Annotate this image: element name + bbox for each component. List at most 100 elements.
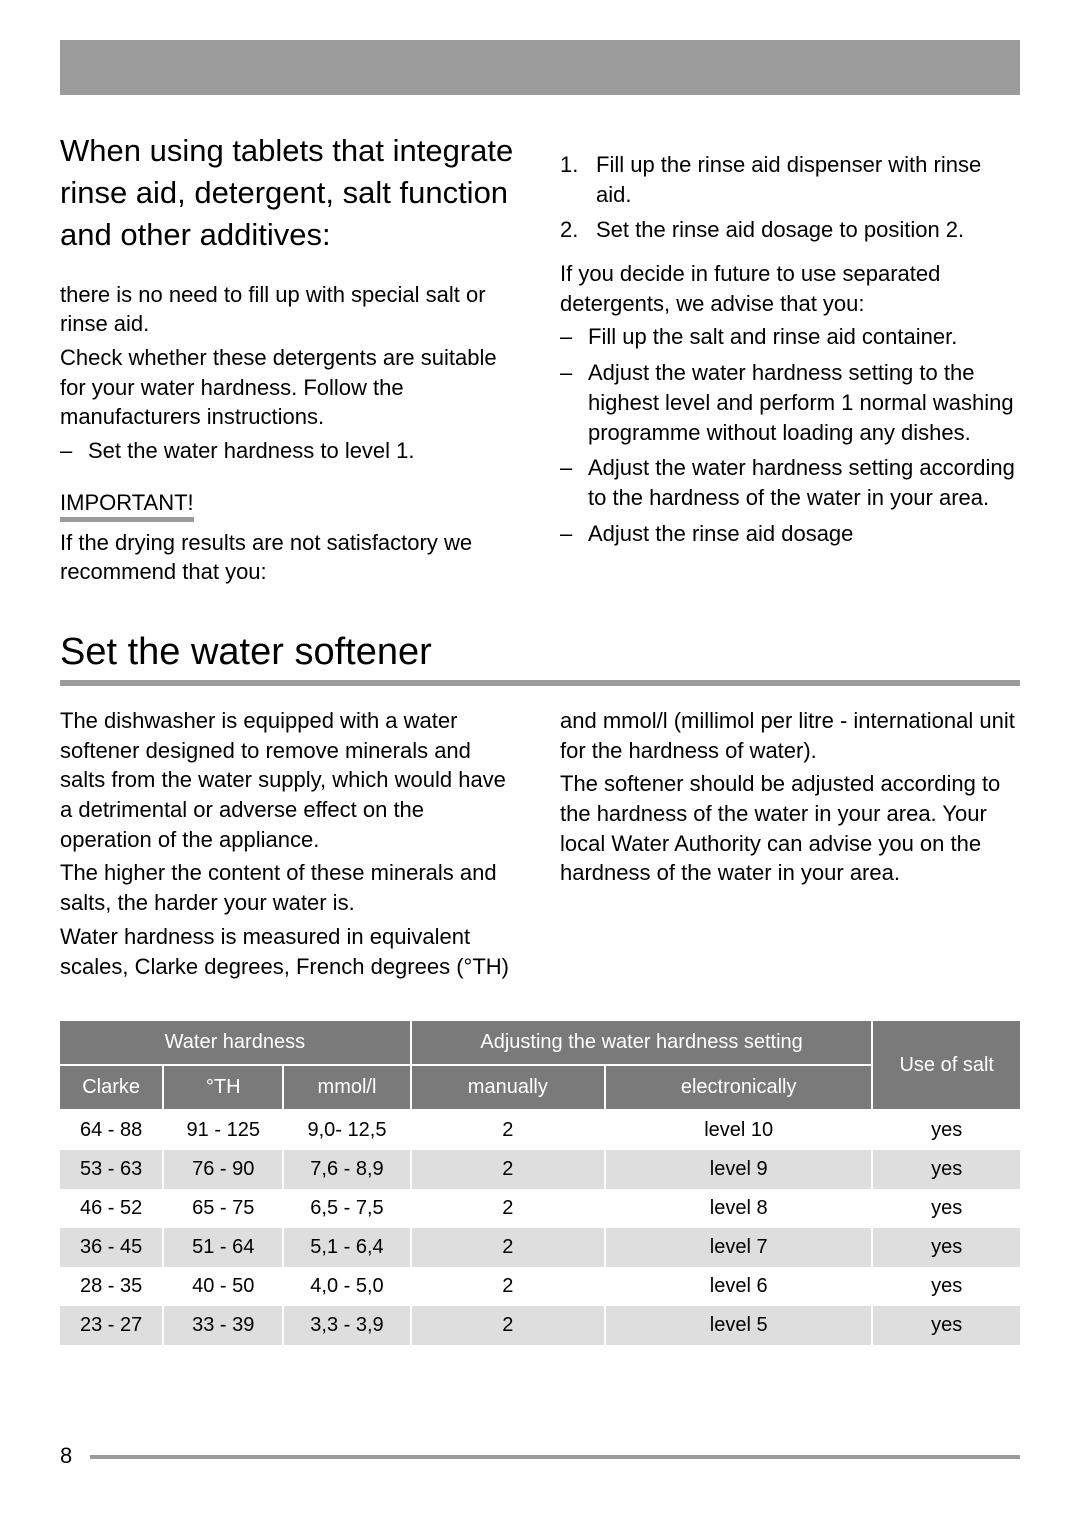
softener-columns: The dishwasher is equipped with a water … [60,706,1020,985]
table-cell: level 7 [605,1228,873,1267]
table-cell: level 6 [605,1267,873,1306]
list-text: Adjust the water hardness setting accord… [588,453,1020,512]
th-clarke: Clarke [60,1065,163,1110]
table-cell: yes [872,1228,1020,1267]
table-cell: level 8 [605,1189,873,1228]
section-tablets: When using tablets that integrate rinse … [60,130,1020,591]
table-row: 46 - 5265 - 756,5 - 7,52level 8yes [60,1189,1020,1228]
list-text: Adjust the water hardness setting to the… [588,358,1020,447]
table-cell: 2 [411,1110,605,1150]
table-cell: 40 - 50 [163,1267,283,1306]
th-group-adjust: Adjusting the water hardness setting [411,1021,873,1065]
table-cell: 2 [411,1228,605,1267]
important-label: IMPORTANT! [60,490,194,522]
table-cell: yes [872,1150,1020,1189]
table-cell: 2 [411,1150,605,1189]
table-cell: 36 - 45 [60,1228,163,1267]
th-manual: manually [411,1065,605,1110]
right-column: 1. Fill up the rinse aid dispenser with … [560,130,1020,591]
table-cell: yes [872,1306,1020,1345]
list-item: – Set the water hardness to level 1. [60,436,520,466]
table-cell: yes [872,1267,1020,1306]
paragraph: The softener should be adjusted accordin… [560,769,1020,888]
table-cell: 3,3 - 3,9 [283,1306,411,1345]
footer: 8 [60,1443,1020,1469]
table-cell: level 10 [605,1110,873,1150]
paragraph: The higher the content of these minerals… [60,858,520,917]
table-row: 36 - 4551 - 645,1 - 6,42level 7yes [60,1228,1020,1267]
table-cell: 9,0- 12,5 [283,1110,411,1150]
table-cell: 4,0 - 5,0 [283,1267,411,1306]
table-cell: 5,1 - 6,4 [283,1228,411,1267]
subheading-tablets: When using tablets that integrate rinse … [60,130,520,256]
right-column: and mmol/l (millimol per litre - interna… [560,706,1020,985]
table-cell: 6,5 - 7,5 [283,1189,411,1228]
list-item: 2. Set the rinse aid dosage to position … [560,215,1020,245]
list-number: 1. [560,150,582,209]
table-cell: 7,6 - 8,9 [283,1150,411,1189]
table-cell: 2 [411,1189,605,1228]
dash-icon: – [60,436,74,466]
list-text: Adjust the rinse aid dosage [588,519,853,549]
header-bar [60,40,1020,95]
table-cell: 2 [411,1267,605,1306]
heading-softener: Set the water softener [60,631,1020,674]
list-text: Set the water hardness to level 1. [88,436,415,466]
heading-underline [60,680,1020,686]
table-cell: yes [872,1189,1020,1228]
dash-list: – Set the water hardness to level 1. [60,436,520,466]
table-body: 64 - 8891 - 1259,0- 12,52level 10yes53 -… [60,1110,1020,1345]
table-row: 23 - 2733 - 393,3 - 3,92level 5yes [60,1306,1020,1345]
table-cell: 28 - 35 [60,1267,163,1306]
th-use-salt: Use of salt [872,1021,1020,1110]
dash-list: – Fill up the salt and rinse aid contain… [560,322,1020,548]
paragraph: The dishwasher is equipped with a water … [60,706,520,854]
table-row: 64 - 8891 - 1259,0- 12,52level 10yes [60,1110,1020,1150]
list-text: Set the rinse aid dosage to position 2. [596,215,964,245]
th-electronic: electronically [605,1065,873,1110]
table-cell: 51 - 64 [163,1228,283,1267]
page-content: When using tablets that integrate rinse … [60,130,1020,1345]
water-hardness-table: Water hardness Adjusting the water hardn… [60,1021,1020,1345]
table-cell: 2 [411,1306,605,1345]
list-item: – Adjust the rinse aid dosage [560,519,1020,549]
left-column: When using tablets that integrate rinse … [60,130,520,591]
left-column: The dishwasher is equipped with a water … [60,706,520,985]
ordered-list: 1. Fill up the rinse aid dispenser with … [560,150,1020,245]
table-cell: yes [872,1110,1020,1150]
table-cell: 53 - 63 [60,1150,163,1189]
th-mmol: mmol/l [283,1065,411,1110]
table-row: 28 - 3540 - 504,0 - 5,02level 6yes [60,1267,1020,1306]
page-number: 8 [60,1443,72,1468]
list-number: 2. [560,215,582,245]
paragraph: there is no need to fill up with special… [60,280,520,339]
paragraph: If the drying results are not satisfacto… [60,528,520,587]
table-cell: 64 - 88 [60,1110,163,1150]
footer-line [90,1455,1020,1459]
table-cell: level 9 [605,1150,873,1189]
table-cell: 46 - 52 [60,1189,163,1228]
th-group-hardness: Water hardness [60,1021,411,1065]
table-cell: 33 - 39 [163,1306,283,1345]
table-cell: level 5 [605,1306,873,1345]
th-th: °TH [163,1065,283,1110]
table-cell: 23 - 27 [60,1306,163,1345]
table-cell: 91 - 125 [163,1110,283,1150]
table-cell: 76 - 90 [163,1150,283,1189]
paragraph: If you decide in future to use separated… [560,259,1020,318]
paragraph: and mmol/l (millimol per litre - interna… [560,706,1020,765]
dash-icon: – [560,358,574,447]
list-item: – Adjust the water hardness setting to t… [560,358,1020,447]
list-item: – Adjust the water hardness setting acco… [560,453,1020,512]
list-item: 1. Fill up the rinse aid dispenser with … [560,150,1020,209]
section-softener: Set the water softener The dishwasher is… [60,631,1020,1345]
paragraph: Water hardness is measured in equivalent… [60,922,520,981]
dash-icon: – [560,519,574,549]
paragraph: Check whether these detergents are suita… [60,343,520,432]
table-cell: 65 - 75 [163,1189,283,1228]
list-text: Fill up the rinse aid dispenser with rin… [596,150,1020,209]
list-item: – Fill up the salt and rinse aid contain… [560,322,1020,352]
dash-icon: – [560,322,574,352]
table-row: 53 - 6376 - 907,6 - 8,92level 9yes [60,1150,1020,1189]
list-text: Fill up the salt and rinse aid container… [588,322,957,352]
